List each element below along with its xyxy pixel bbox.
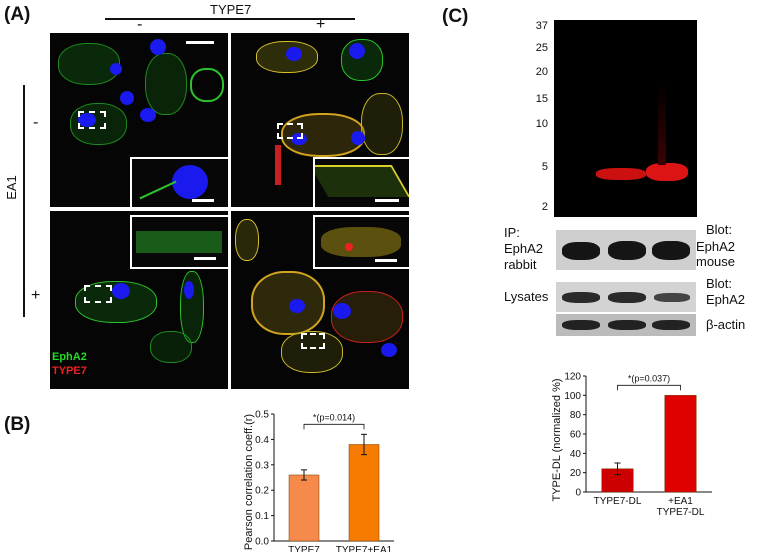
type7-header-line [105, 18, 355, 20]
type7-minus: - [137, 16, 143, 33]
chart-b-category-label: TYPE7 [288, 545, 320, 552]
legend-type7: TYPE7 [52, 365, 87, 377]
chart-c-tick-label: 0 [575, 488, 581, 499]
chart-b-tick-label: 0.1 [255, 511, 269, 522]
panel-b-letter: (B) [4, 414, 31, 435]
chart-b-category-label: TYPE7+EA1 [336, 545, 393, 552]
chart-b-ylabel: Pearson correlation coeff.(r) [243, 414, 255, 550]
blot2-label-2: EphA2 [706, 292, 746, 307]
chart-b-tick-label: 0.4 [255, 435, 269, 446]
mw-marker-label: 15 [535, 93, 548, 105]
chart-c-tick-label: 120 [564, 372, 581, 383]
chart-c-tick-label: 40 [570, 449, 582, 460]
lysate-blot [556, 282, 696, 312]
chart-b-tick-label: 0.5 [255, 410, 269, 421]
blot1-label-2: EphA2 mouse [696, 239, 736, 269]
mw-marker-label: 10 [535, 118, 548, 130]
type7-header: TYPE7 [210, 2, 252, 17]
chart-b-bar [348, 444, 380, 542]
chart-c-tick-label: 20 [570, 468, 582, 479]
chart-c-tick-label: 80 [570, 410, 582, 421]
type7-plus: + [316, 16, 326, 33]
chart-c-category-label: TYPE7-DL [594, 496, 642, 507]
micrograph-ea1: EphA2 TYPE7 [50, 211, 228, 389]
mw-marker-label: 25 [535, 42, 548, 54]
mw-marker-label: 20 [535, 66, 548, 78]
blot1-label-1: Blot: [706, 222, 733, 237]
chart-c-significance-label: *(p=0.037) [628, 373, 670, 383]
ip-blot [556, 230, 696, 270]
chart-c-bar [664, 395, 697, 493]
actin-label: β-actin [706, 317, 746, 332]
chart-c-ylabel: TYPE-DL (normalized %) [551, 378, 563, 501]
chart-b: Pearson correlation coeff.(r) 0.0 0.1 0.2 0… [243, 410, 394, 552]
chart-c: TYPE-DL (normalized %) 0 20 40 60 80 100 120 TY… [551, 372, 712, 518]
ea1-label: EA1 [3, 175, 19, 200]
panel-a-letter: (A) [4, 4, 31, 25]
micrograph-control [50, 33, 228, 207]
ea1-side-line [23, 85, 25, 317]
gel-image [554, 20, 697, 217]
legend-epha2: EphA2 [52, 351, 87, 363]
chart-b-tick-label: 0.2 [255, 486, 269, 497]
mw-marker-label: 5 [541, 161, 548, 173]
ea1-minus: - [33, 114, 39, 131]
chart-b-significance-label: *(p=0.014) [313, 412, 355, 422]
chart-c-category-label: +EA1 [668, 496, 693, 507]
chart-c-tick-label: 60 [570, 430, 582, 441]
micrograph-type7-ea1 [231, 211, 409, 389]
chart-b-bar [288, 474, 320, 542]
chart-b-tick-label: 0.3 [255, 460, 269, 471]
chart-b-significance-bracket [303, 423, 365, 430]
ea1-plus: + [31, 287, 41, 304]
mw-marker-label: 37 [535, 20, 548, 32]
ip-antibody: EphA2 [504, 241, 544, 256]
mw-marker-label: 2 [541, 201, 548, 213]
ip-species: rabbit [504, 257, 537, 272]
chart-c-significance-bracket [617, 384, 681, 391]
chart-c-category-label: TYPE7-DL [657, 507, 705, 518]
lysates-label: Lysates [504, 289, 549, 304]
chart-b-tick-label: 0.0 [255, 537, 269, 548]
micrograph-type7 [231, 33, 409, 207]
actin-blot [556, 314, 696, 336]
chart-c-tick-label: 100 [564, 391, 581, 402]
blot2-label-1: Blot: [706, 276, 733, 291]
ip-label: IP: [504, 225, 520, 240]
panel-c-letter: (C) [442, 6, 469, 27]
